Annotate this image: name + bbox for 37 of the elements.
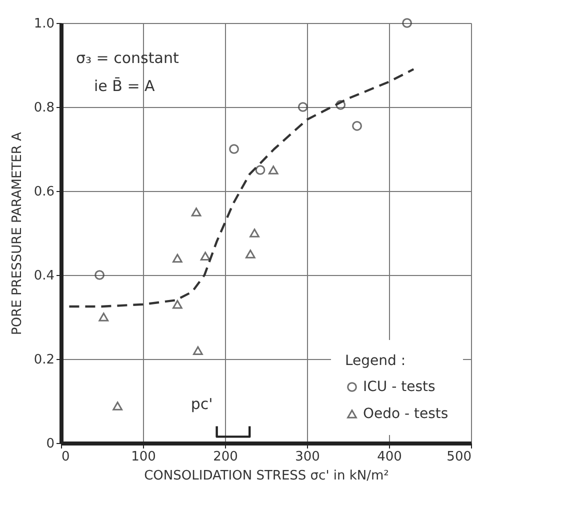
x-tick-label: 300 [295,450,320,464]
point [112,402,123,410]
point [352,120,362,131]
x-tick-label: 100 [131,450,156,464]
x-axis-title: CONSOLIDATION STRESS σc' in kN/m² [144,468,389,484]
line-series [68,68,415,308]
point [336,100,346,110]
point [245,250,256,258]
point [402,18,412,28]
x-tick-label: 400 [377,450,402,464]
point [250,228,260,238]
point [200,252,210,260]
y-axis-title: PORE PRESSURE PARAMETER A [10,132,25,335]
x-tick-label: 500 [446,450,472,464]
y-tick-label: 0 [46,436,54,452]
legend-title: Legend : [345,353,406,369]
point [255,165,266,175]
point [98,312,109,322]
y-tick-label: 0.2 [34,352,54,368]
point [268,166,278,174]
point [172,300,182,309]
x-tick-label: 0 [62,450,70,464]
y-tick-label: 0.8 [34,100,54,116]
annotation: pc' [190,395,213,414]
point [172,254,182,263]
legend-label: Oedo - tests [363,406,448,422]
y-tick-label: 1.0 [34,16,54,32]
point [298,102,308,112]
x-tick-label: 200 [213,450,238,464]
y-tick-label: 0.4 [34,268,54,284]
annotation: ie B̄ = A [94,76,156,95]
point [229,144,239,154]
legend-label: ICU - tests [363,379,436,395]
point [193,346,203,355]
point [191,208,202,216]
point [94,270,104,280]
y-tick-label: 0.6 [34,184,54,200]
